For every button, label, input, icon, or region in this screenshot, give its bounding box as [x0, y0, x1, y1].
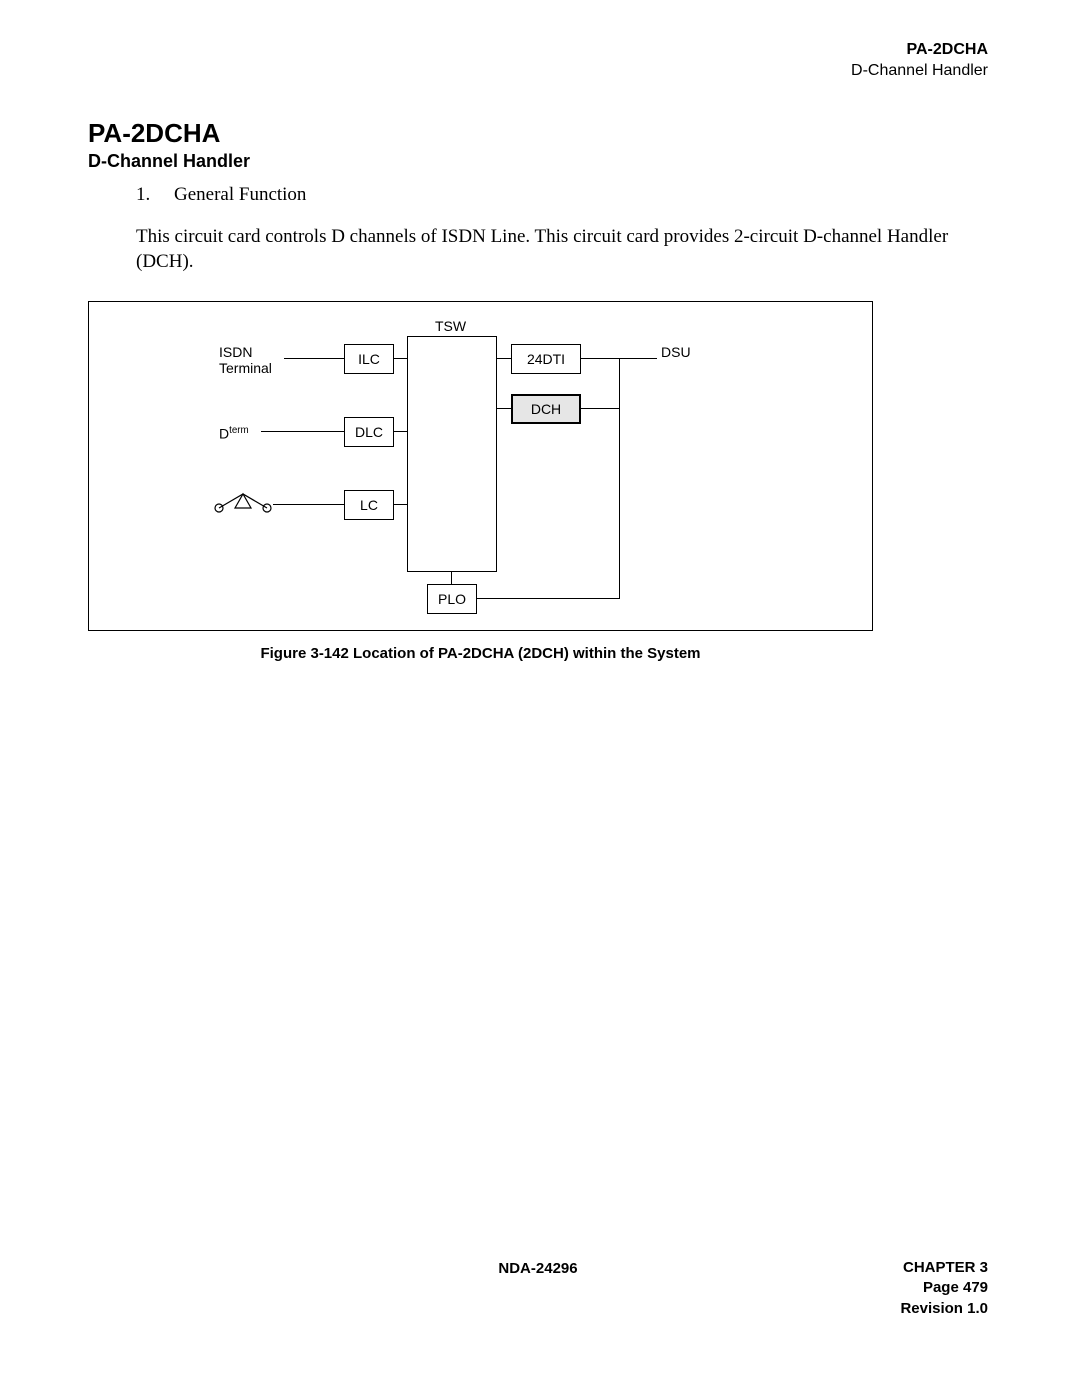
label-isdn: ISDN — [219, 344, 252, 360]
line — [394, 431, 407, 432]
title-sub: D-Channel Handler — [88, 151, 988, 172]
footer-page: Page 479 — [88, 1278, 988, 1298]
section-body: This circuit card controls D channels of… — [136, 224, 988, 275]
title-block: PA-2DCHA D-Channel Handler — [88, 118, 988, 172]
section-title: General Function — [174, 184, 306, 206]
page-footer: NDA-24296 CHAPTER 3 Page 479 Revision 1.… — [88, 1260, 988, 1319]
box-dlc: DLC — [344, 417, 394, 447]
dterm-prefix: D — [219, 426, 229, 442]
box-dlc-label: DLC — [355, 424, 383, 440]
label-terminal: Terminal — [219, 360, 272, 376]
title-main: PA-2DCHA — [88, 118, 988, 149]
line — [394, 358, 407, 359]
box-ilc: ILC — [344, 344, 394, 374]
label-tsw: TSW — [435, 318, 466, 334]
phone-icon — [213, 490, 273, 520]
line — [619, 358, 620, 599]
box-tsw — [407, 336, 497, 572]
header-subtitle: D-Channel Handler — [88, 61, 988, 82]
footer-revision: Revision 1.0 — [88, 1299, 988, 1319]
box-lc: LC — [344, 490, 394, 520]
section-head: 1. General Function — [136, 184, 988, 206]
box-plo-label: PLO — [438, 591, 466, 607]
page-header: PA-2DCHA D-Channel Handler — [88, 40, 988, 82]
line — [497, 358, 511, 359]
box-dch-label: DCH — [531, 401, 561, 417]
header-title: PA-2DCHA — [88, 40, 988, 61]
line — [581, 408, 619, 409]
line — [394, 504, 407, 505]
label-dterm: Dterm — [219, 425, 249, 442]
box-ilc-label: ILC — [358, 351, 380, 367]
section-number: 1. — [136, 184, 156, 206]
figure-caption: Figure 3-142 Location of PA-2DCHA (2DCH)… — [88, 645, 873, 662]
line — [451, 572, 452, 584]
box-plo: PLO — [427, 584, 477, 614]
box-dch: DCH — [511, 394, 581, 424]
line — [284, 358, 344, 359]
line — [477, 598, 620, 599]
label-dsu: DSU — [661, 344, 691, 360]
line — [273, 504, 344, 505]
page-content: PA-2DCHA D-Channel Handler PA-2DCHA D-Ch… — [88, 40, 988, 662]
section: 1. General Function This circuit card co… — [88, 184, 988, 275]
dterm-sup: term — [229, 425, 249, 436]
box-lc-label: LC — [360, 497, 378, 513]
system-diagram: TSW ISDN Terminal Dterm ILC DLC LC — [88, 301, 873, 631]
box-24dti-label: 24DTI — [527, 351, 565, 367]
line — [497, 408, 511, 409]
line — [261, 431, 344, 432]
box-24dti: 24DTI — [511, 344, 581, 374]
